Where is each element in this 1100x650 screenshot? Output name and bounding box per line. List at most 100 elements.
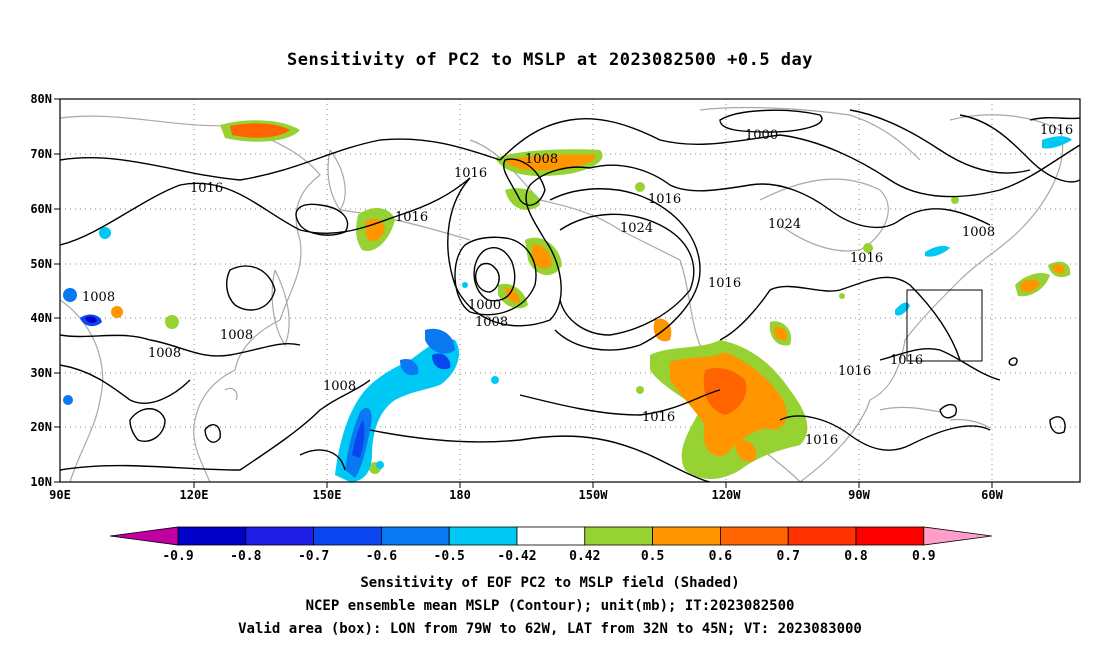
colorbar-label: 0.9: [912, 549, 935, 564]
contour-label: 1016: [838, 364, 871, 379]
lon-label: 60W: [981, 488, 1003, 502]
lon-label: 120W: [712, 488, 742, 502]
colorbar-label: -0.6: [366, 549, 397, 564]
negative-anomaly: [63, 288, 77, 302]
contour-label: 1016: [642, 410, 675, 425]
contour-label: 1016: [454, 166, 487, 181]
colorbar-segment: [313, 526, 382, 546]
contour-label: 1000: [468, 298, 501, 313]
lat-label: 50N: [30, 257, 52, 271]
positive-anomaly: [505, 287, 520, 303]
sensitivity-shading: [63, 120, 1072, 482]
colorbar-max-arrow: [923, 526, 992, 546]
positive-anomaly: [735, 439, 757, 462]
negative-anomaly: [352, 420, 365, 458]
contour-label: 1008: [82, 290, 115, 305]
contour-labels: 1016 1016 1008 1016 1016 1024 1000 1024 …: [82, 123, 1073, 448]
negative-anomaly: [400, 358, 419, 376]
colorbar-label: -0.42: [497, 549, 536, 564]
lat-label: 30N: [30, 366, 52, 380]
positive-anomaly: [111, 306, 123, 318]
contour-label: 1008: [148, 346, 181, 361]
negative-anomaly: [895, 302, 910, 316]
lon-label: 150W: [579, 488, 609, 502]
positive-anomaly: [165, 315, 179, 329]
coastlines: [60, 106, 1064, 482]
negative-anomaly: [376, 461, 384, 469]
contour-label: 1024: [768, 217, 801, 232]
contour-label: 1008: [962, 225, 995, 240]
colorbar-segment: [720, 526, 789, 546]
contour-label: 1016: [850, 251, 883, 266]
positive-anomaly: [230, 123, 290, 138]
lat-label: 80N: [30, 92, 52, 106]
contour-label: 1016: [648, 192, 681, 207]
contour-label: 1024: [620, 221, 653, 236]
positive-anomaly: [703, 368, 747, 415]
positive-anomaly: [635, 182, 645, 192]
contour-label: 1008: [220, 328, 253, 343]
footer-line-2: NCEP ensemble mean MSLP (Contour); unit(…: [305, 598, 795, 614]
colorbar-label: 0.5: [641, 549, 664, 564]
contour-label: 1016: [890, 353, 923, 368]
positive-anomaly: [505, 188, 540, 210]
colorbar-label: 0.7: [776, 549, 799, 564]
positive-anomaly: [653, 318, 672, 342]
colorbar-segment: [177, 526, 247, 546]
colorbar-label: 0.6: [709, 549, 733, 564]
contour-label: 1016: [805, 433, 838, 448]
negative-anomaly: [462, 282, 468, 288]
contour-label: 1000: [745, 128, 778, 143]
negative-anomaly: [99, 227, 111, 239]
lon-label: 150E: [313, 488, 342, 502]
colorbar-segment: [584, 526, 653, 546]
lon-label: 120E: [180, 488, 209, 502]
positive-anomaly: [505, 154, 596, 171]
colorbar-label: -0.9: [162, 549, 193, 564]
positive-anomaly: [1020, 279, 1040, 292]
footer-line-3: Valid area (box): LON from 79W to 62W, L…: [238, 621, 862, 637]
contour-label: 1016: [190, 181, 223, 196]
lon-label: 180: [449, 488, 471, 502]
map-title: Sensitivity of PC2 to MSLP at 2023082500…: [286, 50, 813, 70]
colorbar: [109, 526, 992, 546]
contour-label: 1008: [323, 379, 356, 394]
colorbar-labels: -0.9 -0.8 -0.7 -0.6 -0.5 -0.42 0.42 0.5 0.6 0.7 0.…: [162, 549, 935, 564]
colorbar-segment: [787, 526, 857, 546]
lat-label: 60N: [30, 202, 52, 216]
validation-box: [906, 289, 983, 362]
negative-anomaly: [63, 395, 73, 405]
lon-label: 90E: [49, 488, 71, 502]
positive-anomaly: [365, 218, 385, 242]
colorbar-min-arrow: [109, 526, 179, 546]
lat-label: 40N: [30, 311, 52, 325]
latitude-labels: 80N 70N 60N 50N 40N 30N 20N 10N: [30, 92, 52, 489]
footer-line-1: Sensitivity of EOF PC2 to MSLP field (Sh…: [360, 575, 740, 591]
colorbar-label: 0.8: [844, 549, 868, 564]
positive-anomaly: [774, 326, 788, 341]
positive-anomaly: [951, 196, 959, 204]
contour-label: 1016: [708, 276, 741, 291]
negative-anomaly: [432, 353, 451, 370]
positive-anomaly: [532, 244, 552, 269]
contour-label: 1008: [525, 152, 558, 167]
lat-label: 10N: [30, 475, 52, 489]
longitude-labels: 90E 120E 150E 180 150W 120W 90W 60W: [49, 488, 1003, 502]
colorbar-label: -0.7: [298, 549, 329, 564]
contour-label: 1016: [395, 210, 428, 225]
mslp-contours: [60, 109, 1080, 482]
colorbar-label: -0.8: [230, 549, 261, 564]
colorbar-segment: [855, 526, 925, 546]
positive-anomaly: [863, 243, 873, 253]
colorbar-label: -0.5: [434, 549, 465, 564]
colorbar-segment: [652, 526, 721, 546]
lon-label: 90W: [848, 488, 870, 502]
colorbar-segment: [380, 526, 450, 546]
negative-anomaly: [425, 328, 455, 354]
colorbar-segment: [516, 526, 586, 546]
tick-marks: [54, 98, 993, 488]
negative-anomaly: [85, 316, 97, 323]
colorbar-segment: [448, 526, 518, 546]
plot-frame: [59, 98, 1081, 483]
